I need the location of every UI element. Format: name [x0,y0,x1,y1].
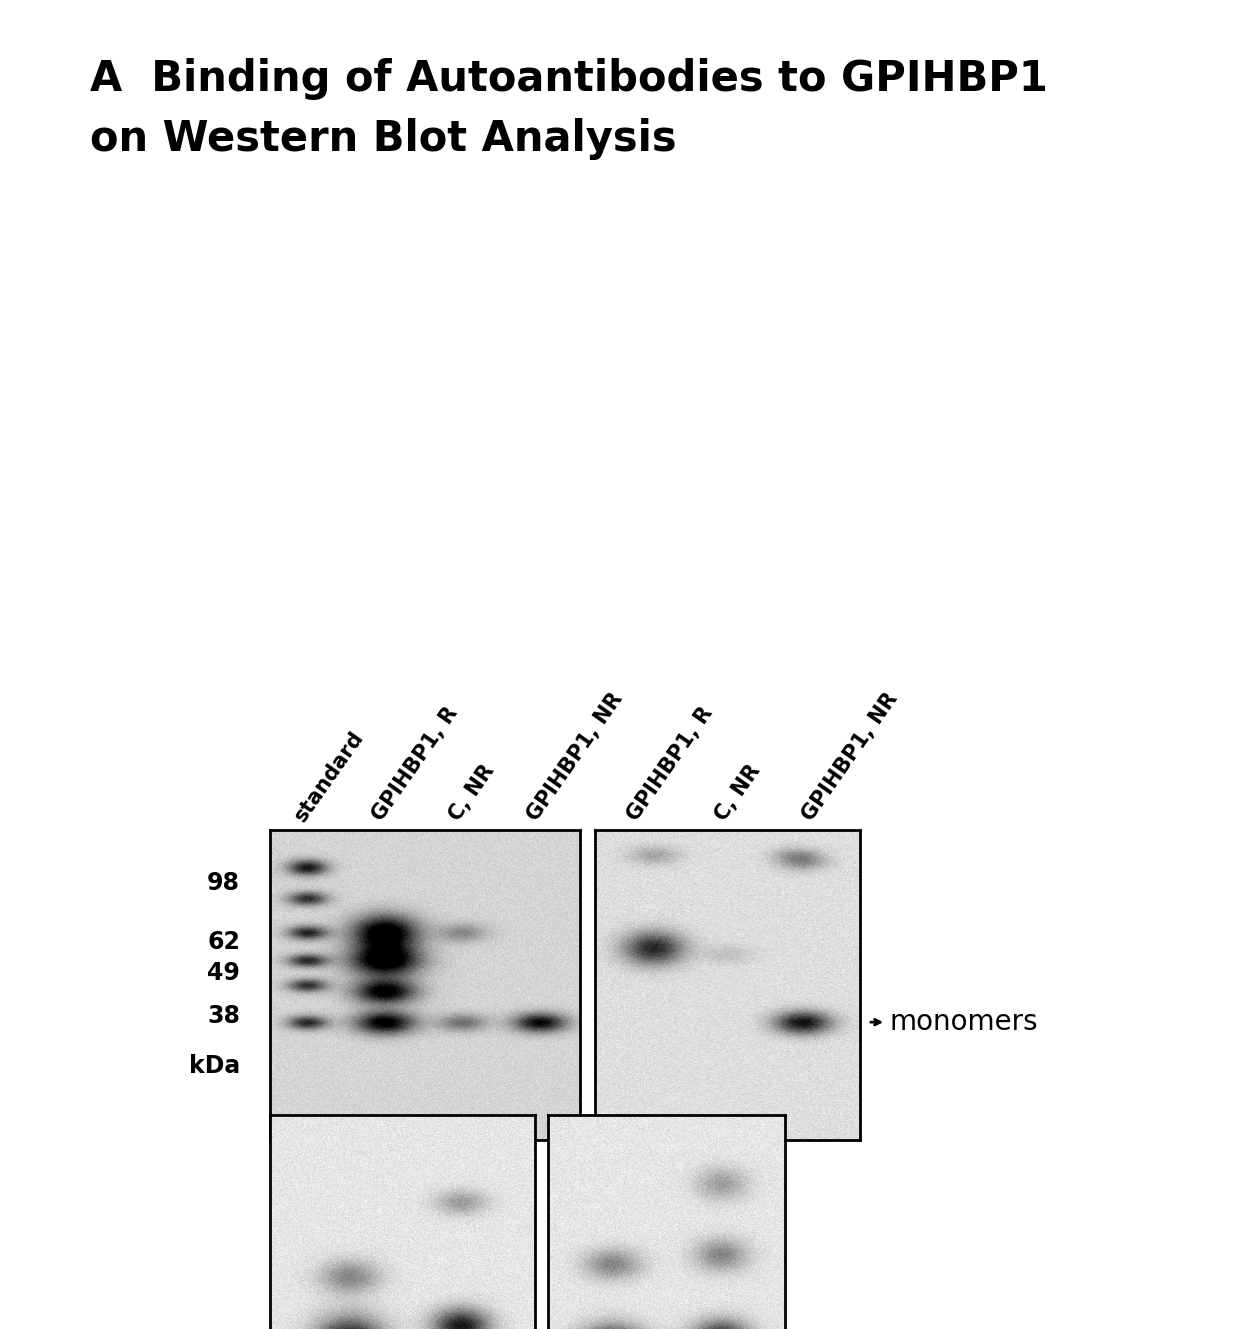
Text: kDa: kDa [188,1054,241,1078]
Text: 101: 101 [393,1168,456,1201]
Text: 49: 49 [207,961,241,985]
Text: monomers: monomers [890,1009,1039,1037]
Text: A  Binding of Autoantibodies to GPIHBP1: A Binding of Autoantibodies to GPIHBP1 [91,58,1048,100]
Text: C, NR: C, NR [446,762,498,825]
Text: 38: 38 [707,1168,749,1201]
Text: GPIHBP1, R: GPIHBP1, R [368,703,461,825]
Text: monomers: monomers [815,1324,963,1329]
Text: GPIHBP1, NR: GPIHBP1, NR [523,690,626,825]
Text: GPIHBP1, NR: GPIHBP1, NR [799,690,901,825]
Text: FIG. 2A: FIG. 2A [560,1256,680,1284]
Text: standard: standard [291,727,368,825]
Text: C, NR: C, NR [711,762,764,825]
Text: on Western Blot Analysis: on Western Blot Analysis [91,118,677,159]
Text: 62: 62 [207,929,241,954]
Text: 98: 98 [207,870,241,894]
Text: GPIHBP1, R: GPIHBP1, R [624,703,717,825]
Text: 38: 38 [207,1003,241,1029]
